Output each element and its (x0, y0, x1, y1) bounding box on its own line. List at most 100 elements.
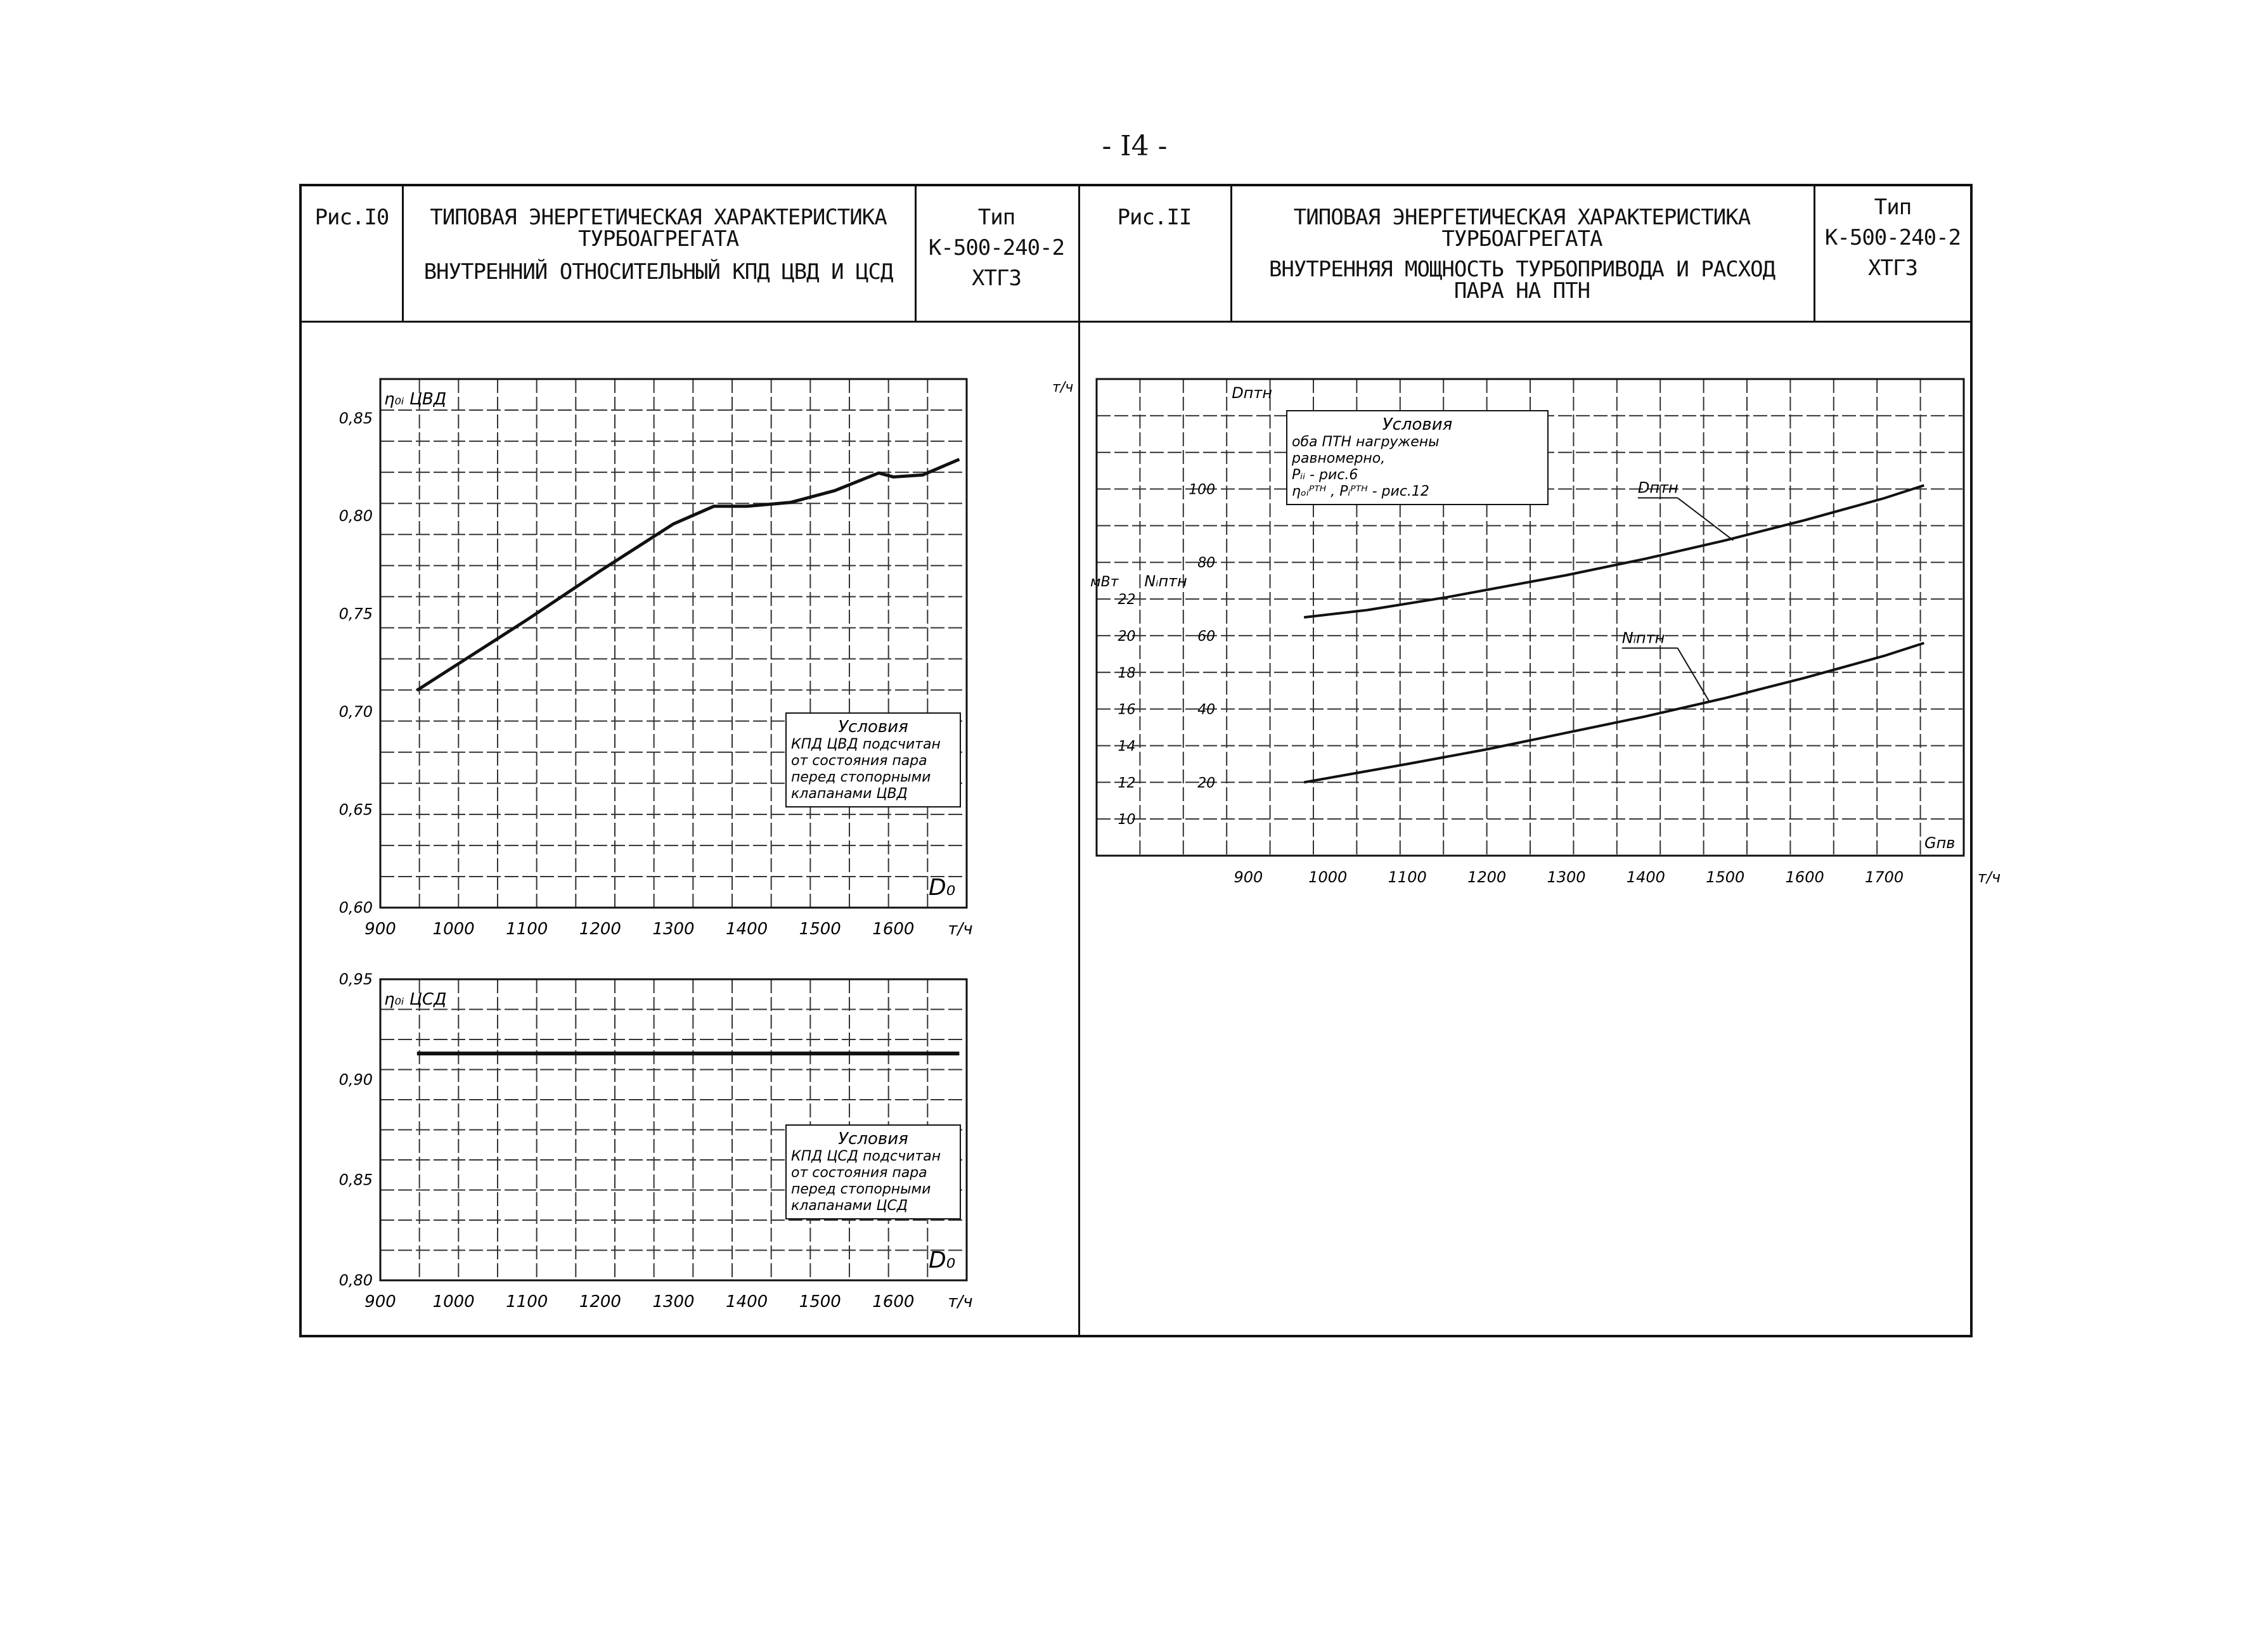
ptn-note-line: Pᵢᵢ - рис.6 (1292, 467, 1358, 483)
ptn-steam-flow-line (1303, 484, 1924, 619)
cvd-x-axis-label: D₀ (929, 875, 955, 901)
csd-note-line: клапанами ЦСД (791, 1198, 908, 1214)
right-title-line2: ТУРБОАГРЕГАТА (1441, 226, 1602, 252)
page-number: - I4 - (1102, 130, 1168, 162)
csd-note-line: Условия (838, 1129, 908, 1148)
cvd-y-axis-label: η₀ᵢ ЦВД (384, 390, 446, 409)
cvd-y-tick-label: 0,70 (339, 703, 373, 721)
ptn-n-tick-label: 18 (1118, 666, 1136, 681)
ptn-note-box (1286, 410, 1549, 505)
cvd-note-line: Условия (838, 717, 908, 737)
right-subtitle-line2: ПАРА НА ПТН (1453, 278, 1590, 304)
ptn-plot-frame (1095, 378, 1965, 857)
left-fig-divider (402, 186, 404, 321)
csd-plot-frame (379, 978, 968, 1282)
right-title-line1: ТИПОВАЯ ЭНЕРГЕТИЧЕСКАЯ ХАРАКТЕРИСТИКА (1293, 205, 1751, 230)
ptn-steam-flow-leader (1677, 497, 1734, 541)
ptn-x-tick-label: 1000 (1308, 868, 1347, 886)
left-type-divider (915, 186, 917, 321)
ptn-x-tick-label: 1100 (1388, 868, 1427, 886)
ptn-note-line: ηₒᵢᴾᵀᴴ , Pᵢᴾᵀᴴ - рис.12 (1292, 484, 1429, 499)
ptn-power-line (1303, 641, 1924, 784)
ptn-x-tick-label: т/ч (1978, 868, 2001, 886)
ptn-x-tick-label: 1600 (1786, 868, 1824, 886)
ptn-x-tick-label: 1500 (1706, 868, 1744, 886)
left-title-line1: ТИПОВАЯ ЭНЕРГЕТИЧЕСКАЯ ХАРАКТЕРИСТИКА (430, 205, 887, 230)
ptn-d-tick-label: 40 (1197, 702, 1215, 718)
right-fig-label: Рис.II (1117, 205, 1192, 230)
ptn-d-tick-label: 60 (1197, 629, 1215, 645)
ptn-x-tick-label: 1300 (1547, 868, 1585, 886)
cvd-x-tick-label: т/ч (948, 920, 972, 939)
cvd-efficiency-line (416, 458, 960, 692)
csd-y-tick-label: 0,95 (339, 970, 373, 988)
csd-x-tick-label: 1500 (799, 1292, 841, 1311)
cvd-plot-frame (379, 378, 968, 909)
cvd-x-tick-label: 900 (364, 920, 396, 939)
left-type-model: К-500-240-2 (928, 235, 1065, 261)
cvd-note-line: от состояния пара (791, 753, 927, 769)
cvd-x-tick-label: 1100 (506, 920, 548, 939)
csd-x-tick-label: 900 (364, 1292, 396, 1311)
cvd-x-tick-label: 1200 (579, 920, 621, 939)
cvd-x-tick-label: 1500 (799, 920, 841, 939)
ptn-note-line: Условия (1382, 415, 1453, 434)
cvd-x-tick-label: 1400 (726, 920, 768, 939)
ptn-note-line: равномерно, (1291, 451, 1385, 466)
csd-note-box (785, 1124, 961, 1219)
drawing-sheet: Рис.I0 ТИПОВАЯ ЭНЕРГЕТИЧЕСКАЯ ХАРАКТЕРИС… (299, 184, 1973, 1337)
right-type-divider (1814, 186, 1815, 321)
ptn-d-tick-label: 100 (1189, 482, 1215, 498)
csd-y-tick-label: 0,85 (339, 1171, 373, 1189)
cvd-note-line: КПД ЦВД подсчитан (791, 737, 941, 752)
csd-x-tick-label: 1100 (506, 1292, 548, 1311)
ptn-n-tick-label: 22 (1118, 592, 1136, 608)
ptn-n-tick-label: 12 (1118, 775, 1136, 791)
left-title-line2: ТУРБОАГРЕГАТА (577, 226, 739, 252)
csd-y-axis-label: η₀ᵢ ЦСД (384, 990, 446, 1009)
cvd-y-tick-label: 0,65 (339, 801, 373, 819)
csd-x-tick-label: 1600 (872, 1292, 914, 1311)
cvd-x-tick-label: 1000 (433, 920, 475, 939)
cvd-y-tick-label: 0,85 (339, 409, 373, 427)
ptn-x-tick-label: 1400 (1627, 868, 1665, 886)
right-subtitle-line1: ВНУТРЕННЯЯ МОЩНОСТЬ ТУРБОПРИВОДА И РАСХО… (1268, 257, 1775, 282)
csd-x-tick-label: т/ч (948, 1292, 972, 1311)
ptn-x-axis-label: Gпв (1924, 834, 1955, 852)
ptn-n-tick-label: 20 (1118, 629, 1136, 645)
ptn-power-label: Nᵢптн (1622, 629, 1665, 647)
csd-x-tick-label: 1400 (726, 1292, 768, 1311)
left-type-maker: ХТГЗ (972, 266, 1022, 291)
csd-note-line: КПД ЦСД подсчитан (791, 1148, 941, 1164)
cvd-y-tick-label: 0,80 (339, 507, 373, 525)
cvd-note-box (785, 712, 961, 807)
ptn-d-tick-label: 20 (1197, 775, 1215, 791)
csd-x-tick-label: 1200 (579, 1292, 621, 1311)
csd-x-axis-label: D₀ (929, 1247, 955, 1273)
ptn-d-unit: т/ч (1052, 380, 1073, 396)
csd-y-tick-label: 0,90 (339, 1071, 373, 1088)
ptn-n-tick-label: 14 (1118, 738, 1136, 754)
ptn-n-axis-label: Nᵢптн (1144, 572, 1187, 590)
left-fig-label: Рис.I0 (314, 205, 390, 230)
right-fig-divider (1230, 186, 1232, 321)
ptn-d-axis-label: Dптн (1232, 384, 1272, 402)
cvd-note-line: перед стопорными (791, 769, 931, 785)
header-bottom-line (302, 321, 1971, 323)
ptn-n-tick-label: 10 (1118, 812, 1136, 828)
right-type-maker: ХТГЗ (1868, 255, 1918, 281)
ptn-d-tick-label: 80 (1197, 555, 1215, 571)
ptn-n-tick-label: 16 (1118, 702, 1136, 718)
csd-x-tick-label: 1000 (433, 1292, 475, 1311)
cvd-x-tick-label: 1600 (872, 920, 914, 939)
cvd-x-tick-label: 1300 (652, 920, 694, 939)
ptn-n-unit: мВт (1090, 574, 1119, 590)
left-subtitle: ВНУТРЕННИЙ ОТНОСИТЕЛЬНЫЙ КПД ЦВД И ЦСД (423, 259, 894, 285)
right-type-label: Тип (1874, 195, 1912, 220)
ptn-note-line: оба ПТН нагружены (1292, 434, 1440, 450)
right-type-model: К-500-240-2 (1824, 225, 1961, 250)
csd-y-tick-label: 0,80 (339, 1271, 373, 1289)
ptn-x-tick-label: 1700 (1865, 868, 1904, 886)
ptn-power-leader (1677, 647, 1710, 702)
